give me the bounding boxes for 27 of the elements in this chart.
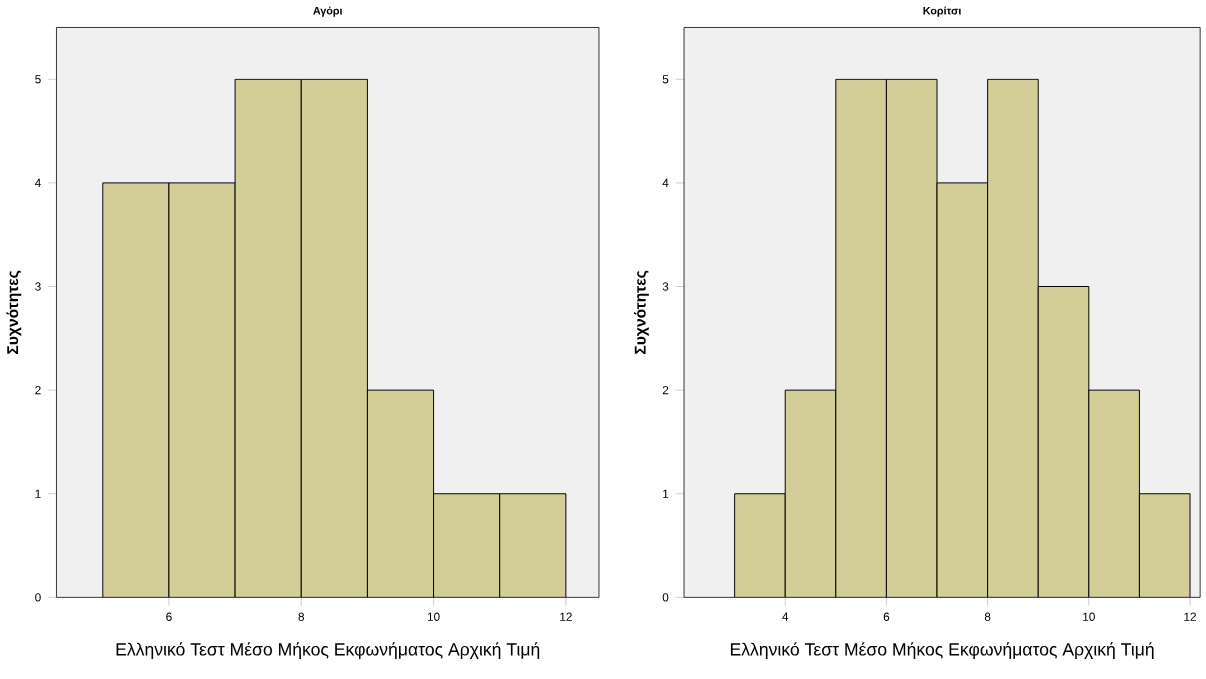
x-tick-label: 10 [427, 612, 440, 621]
y-tick-label: 5 [662, 74, 669, 84]
y-tick-label: 0 [35, 592, 41, 602]
y-tick-label: 1 [663, 489, 669, 498]
y-tick-label: 4 [662, 178, 669, 187]
y-tick-label: 2 [662, 385, 669, 394]
x-tick-label: 12 [1184, 612, 1196, 621]
chart-title: Κορίτσι [923, 6, 962, 17]
x-tick-label: 8 [984, 612, 991, 621]
y-tick-label: 1 [35, 489, 41, 498]
x-tick-label: 6 [883, 612, 890, 621]
y-axis-title: Συχνότητες [634, 270, 649, 354]
y-tick-label: 5 [35, 74, 41, 84]
y-tick-label: 4 [34, 178, 41, 187]
x-tick-label: 8 [298, 612, 304, 621]
y-tick-label: 3 [35, 282, 41, 291]
x-tick-label: 10 [1083, 612, 1095, 621]
x-axis-title: Ελληνικό Τεστ Μέσο Μήκος Εκφωνήματος Αρχική Τιμή [730, 641, 1154, 659]
x-tick-label: 6 [166, 612, 172, 621]
x-axis-title: Ελληνικό Τεστ Μέσο Μήκος Εκφωνήματος Αρχική Τιμή [116, 641, 540, 659]
y-axis-title: Συχνότητες [6, 270, 22, 354]
chart-title: Αγόρι [313, 6, 343, 17]
y-tick-label: 0 [662, 592, 669, 602]
y-tick-label: 3 [662, 282, 669, 291]
x-tick-label: 4 [782, 612, 789, 621]
y-tick-label: 2 [35, 385, 41, 394]
x-tick-label: 12 [560, 612, 572, 621]
